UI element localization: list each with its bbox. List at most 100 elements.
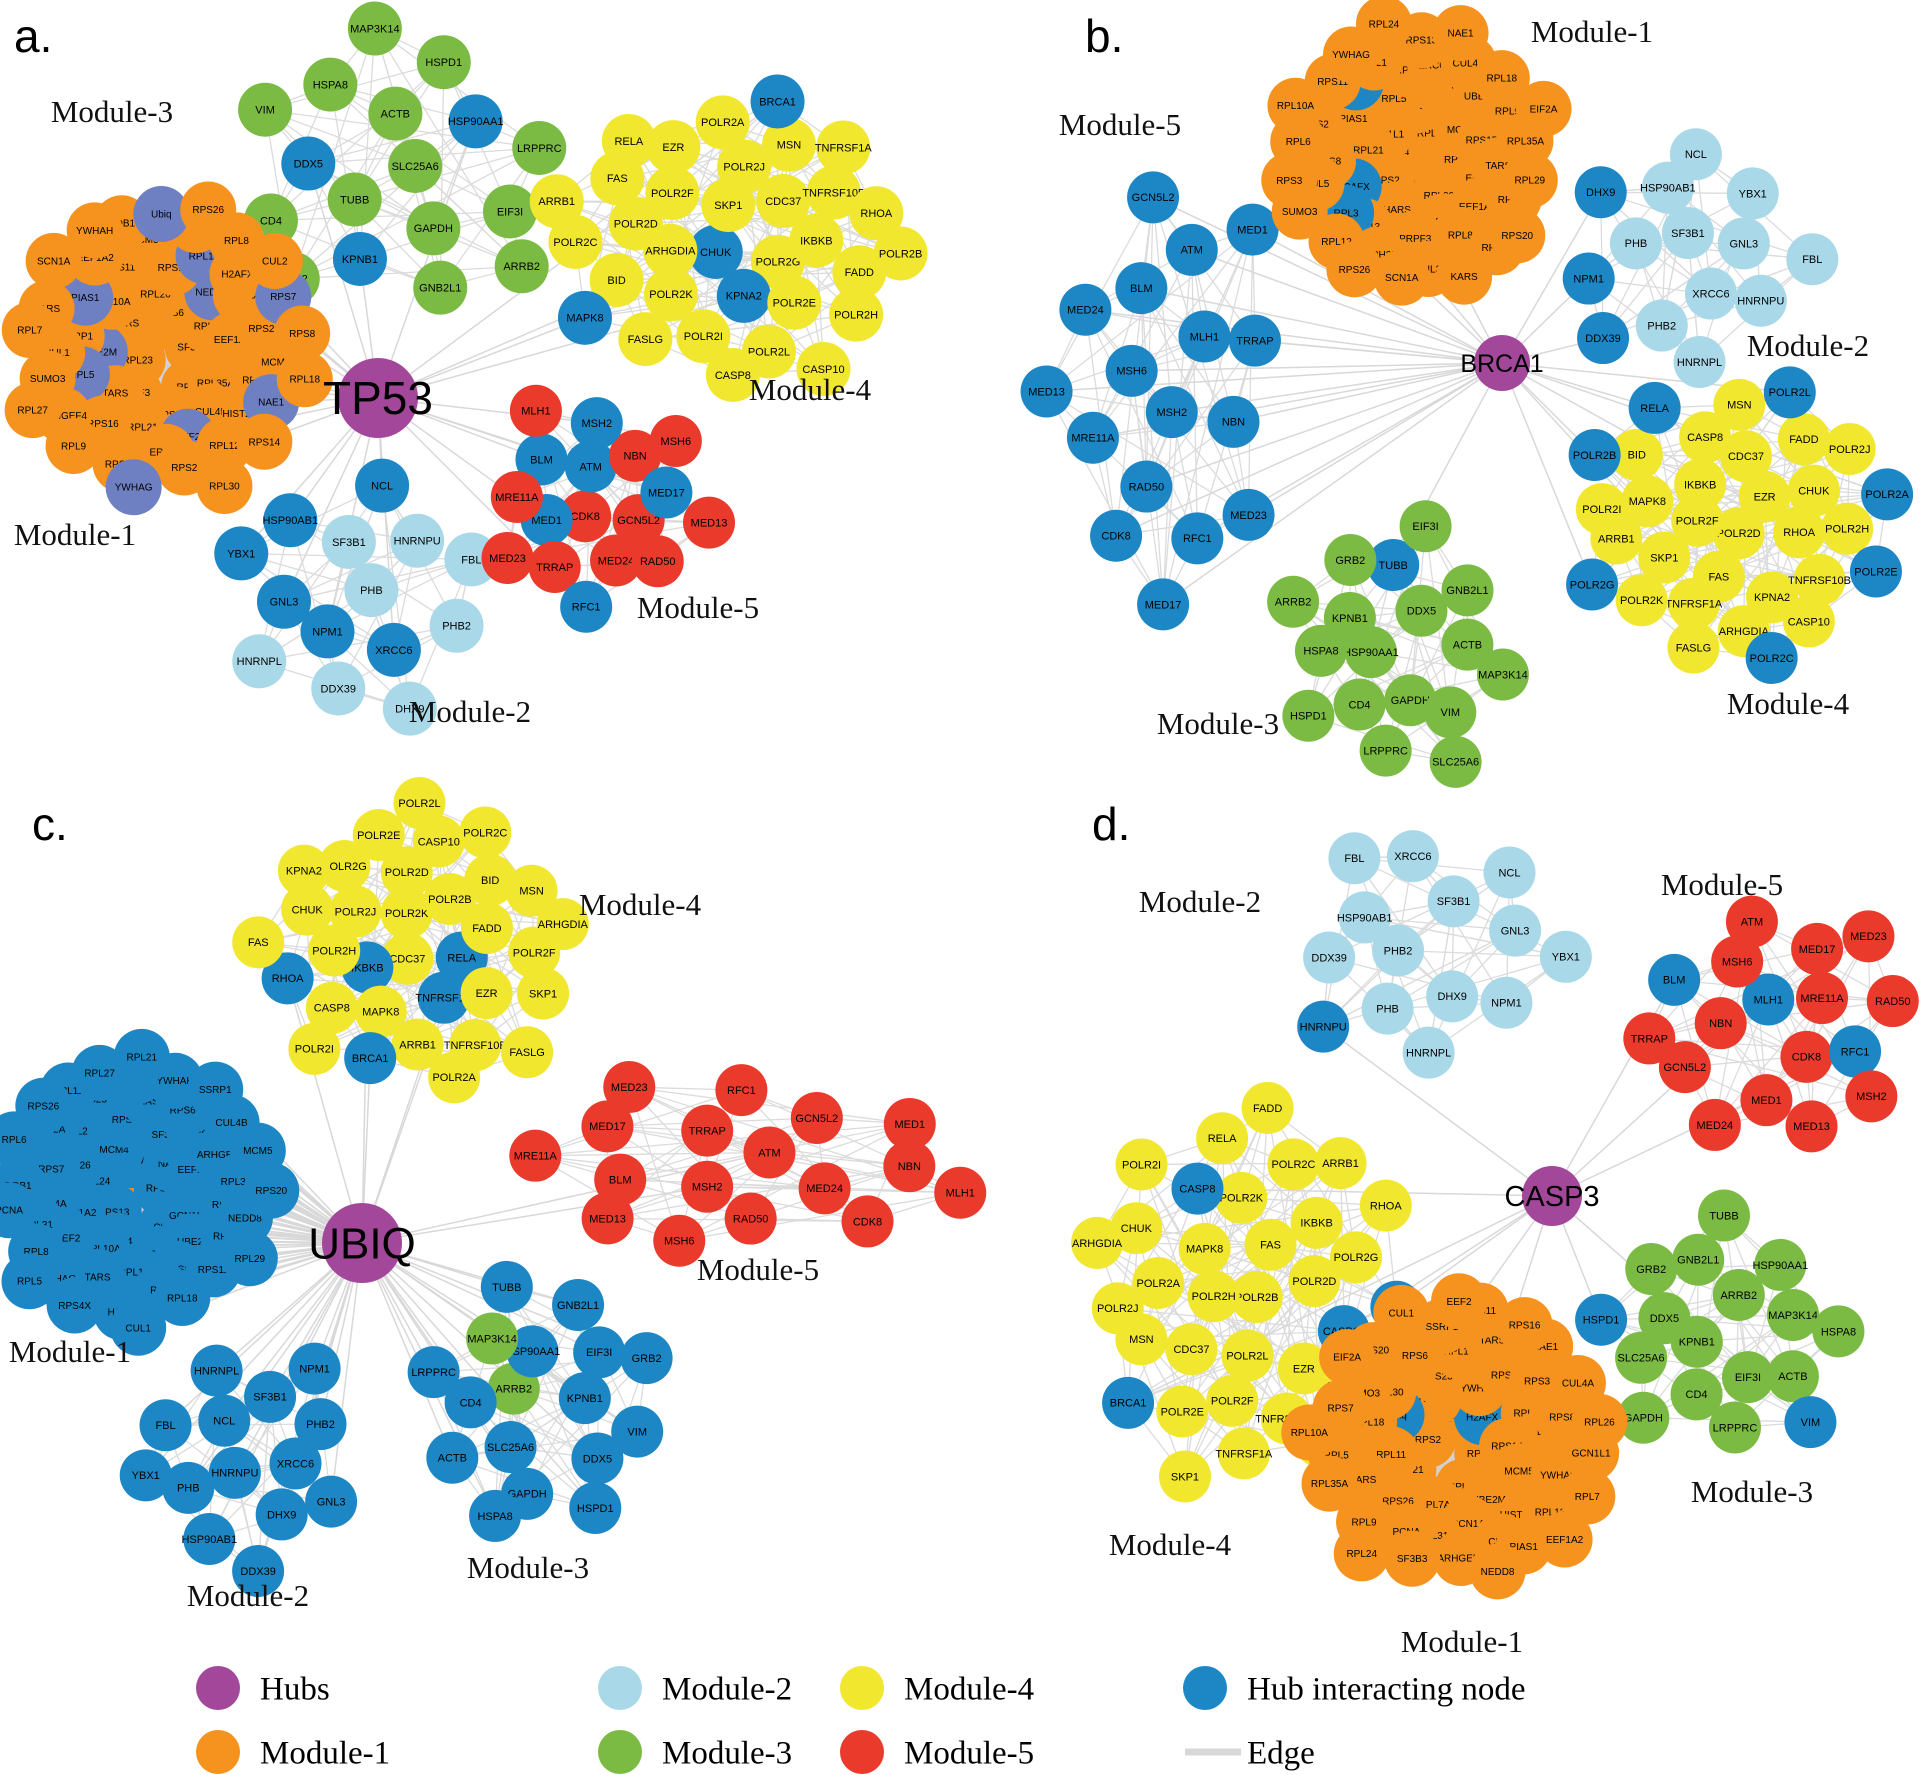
- gene-label: VIM: [1440, 707, 1460, 719]
- gene-node: [352, 808, 405, 861]
- gene-node: [1, 301, 58, 358]
- gene-node: [1384, 674, 1437, 727]
- gene-node: [1568, 428, 1621, 481]
- gene-label: CASP8: [1179, 1183, 1215, 1195]
- gene-label: ARRB2: [1275, 597, 1312, 609]
- gene-label: RPS4X: [58, 1301, 91, 1312]
- gene-label: KARS: [1349, 1475, 1377, 1486]
- gene-label: IKBKB: [800, 235, 832, 247]
- gene-node: [332, 231, 387, 286]
- gene-node: [1515, 80, 1572, 137]
- gene-node: [1156, 1385, 1209, 1438]
- gene-node: [1301, 1455, 1358, 1512]
- gene-label: RPL7A: [1419, 1500, 1451, 1511]
- gene-node: [715, 1064, 768, 1117]
- module-label: Module-3: [1157, 706, 1279, 741]
- gene-label: MRE11A: [495, 492, 539, 504]
- gene-label: GAPDH: [508, 1489, 547, 1501]
- gene-label: TUBB: [340, 194, 369, 206]
- module-label: Module-3: [1691, 1474, 1813, 1509]
- gene-label: HSP90AB1: [262, 515, 318, 527]
- gene-label: MED24: [598, 555, 635, 567]
- gene-node: [1698, 1189, 1751, 1242]
- gene-node: [873, 226, 928, 281]
- gene-node: [466, 1312, 519, 1365]
- gene-label: GCN5L2: [617, 515, 660, 527]
- gene-label: TUBB: [1379, 560, 1408, 572]
- gene-label: RPS14: [249, 437, 281, 448]
- gene-node: [1679, 411, 1732, 464]
- gene-label: POLR2F: [1676, 516, 1719, 528]
- gene-label: POLR2A: [1865, 489, 1909, 501]
- gene-label: MAP3K14: [1478, 669, 1528, 681]
- gene-node: [1429, 735, 1482, 788]
- gene-label: ATM: [1181, 245, 1203, 257]
- gene-label: RPL11: [1376, 1450, 1406, 1461]
- gene-node: [1667, 577, 1720, 630]
- gene-label: TUBB: [492, 1282, 521, 1294]
- gene-node: [761, 117, 816, 172]
- gene-label: ARRB1: [1598, 533, 1635, 545]
- gene-label: TRRAP: [536, 562, 573, 574]
- gene-label: DHX9: [1586, 187, 1615, 199]
- gene-node: [1267, 1138, 1320, 1191]
- gene-label: RPL12: [1321, 237, 1352, 248]
- gene-node: [366, 622, 421, 677]
- gene-label: DDX39: [1311, 952, 1346, 964]
- gene-label: MED13: [1028, 386, 1065, 398]
- gene-label: CUL4A: [1562, 1378, 1595, 1389]
- gene-label: RPS26: [27, 1101, 59, 1112]
- edge: [1184, 1296, 1215, 1477]
- gene-node: [347, 1, 402, 56]
- gene-label: HSPD1: [425, 57, 462, 69]
- gene-node: [1333, 678, 1386, 731]
- gene-label: SSRP1: [199, 1085, 232, 1096]
- edge: [1398, 949, 1566, 958]
- gene-label: HSPA8: [313, 79, 348, 91]
- legend-swatch-hubs: [196, 1666, 240, 1710]
- gene-label: PHB: [1376, 1003, 1399, 1015]
- hub-label: TP53: [323, 372, 433, 424]
- gene-node: [1712, 1268, 1765, 1321]
- gene-label: UBE2M: [1464, 91, 1498, 102]
- gene-node: [1635, 299, 1688, 352]
- gene-label: SCN1A: [1385, 273, 1419, 284]
- gene-label: POLR2F: [651, 188, 694, 200]
- gene-node: [481, 531, 534, 584]
- gene-node: [1496, 1297, 1553, 1354]
- gene-label: NCL: [371, 480, 393, 492]
- legend-swatch-module-4: [840, 1666, 884, 1710]
- gene-label: POLR2I: [684, 331, 723, 343]
- gene-label: POLR2C: [1271, 1159, 1315, 1171]
- gene-label: NBN: [1222, 417, 1245, 429]
- gene-node: [790, 1091, 843, 1144]
- gene-label: SF3B1: [1437, 896, 1471, 908]
- gene-node: [113, 1028, 170, 1085]
- gene-node: [509, 384, 562, 437]
- gene-label: RPL12: [119, 1267, 150, 1278]
- gene-label: NBN: [624, 451, 647, 463]
- gene-node: [743, 1126, 796, 1179]
- gene-label: RPL21: [127, 423, 158, 434]
- gene-node: [1621, 475, 1674, 528]
- gene-node: [849, 186, 904, 241]
- gene-label: RPS16: [87, 419, 119, 430]
- gene-label: ARHGDIA: [1072, 1238, 1123, 1250]
- gene-label: EEF2: [1447, 1297, 1472, 1308]
- gene-node: [1230, 1271, 1283, 1324]
- gene-node: [1574, 166, 1627, 219]
- gene-label: ATM: [580, 461, 602, 473]
- gene-node: [1575, 483, 1628, 536]
- gene-node: [1178, 1222, 1231, 1275]
- gene-label: RPL29: [1515, 176, 1546, 187]
- gene-node: [1361, 982, 1414, 1035]
- gene-label: KPNB1: [1679, 1337, 1715, 1349]
- legend-label: Module-1: [260, 1736, 390, 1772]
- gene-label: MAPK8: [1629, 496, 1666, 508]
- gene-node: [1297, 1000, 1350, 1053]
- gene-node: [603, 1061, 656, 1114]
- gene-node: [1694, 997, 1747, 1050]
- gene-node: [559, 490, 612, 543]
- gene-label: MSH2: [1856, 1091, 1887, 1103]
